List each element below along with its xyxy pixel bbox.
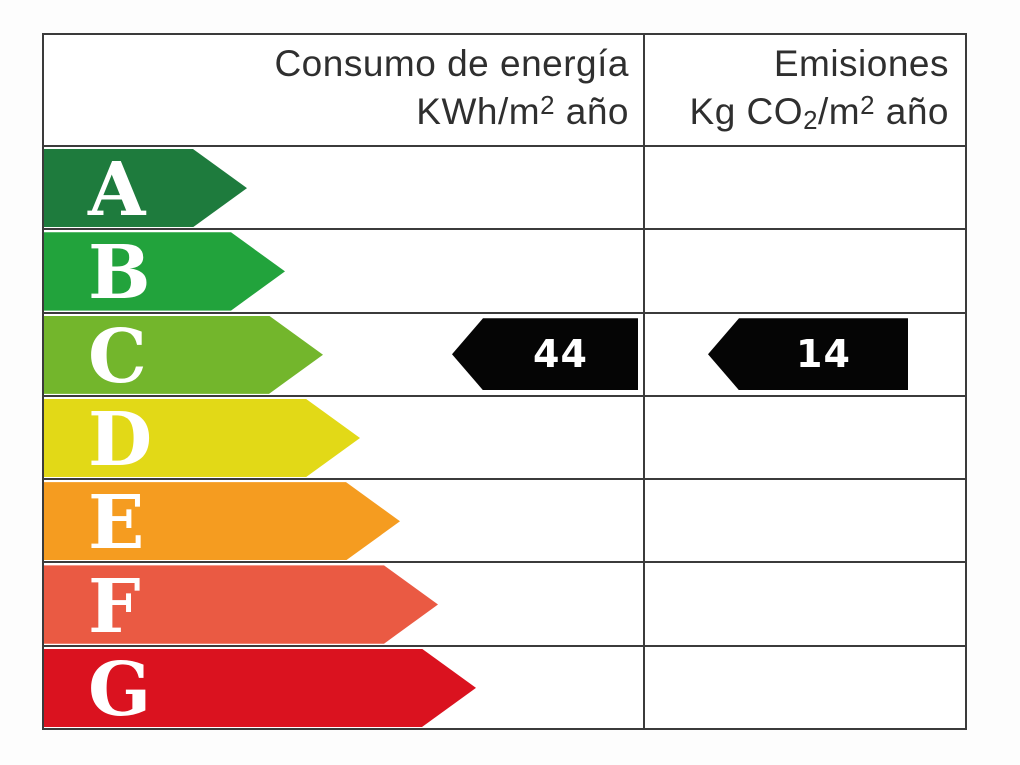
column-divider — [643, 35, 645, 728]
consumption-indicator-arrow: 44 — [452, 318, 638, 391]
rating-bar-b: B — [44, 232, 285, 310]
header-emissions-line1: Emisiones — [773, 43, 949, 84]
emissions-value: 14 — [796, 332, 851, 377]
header-emissions: Emisiones Kg CO2/m2 año — [643, 35, 965, 145]
rating-letter-c: C — [88, 313, 147, 400]
rating-row-f: F — [44, 561, 965, 644]
emissions-indicator-arrow: 14 — [708, 318, 908, 391]
rating-bar-g: G — [44, 649, 476, 727]
header-consumption-line2: KWh/m2 año — [416, 91, 629, 132]
superscript-2: 2 — [540, 92, 555, 121]
header-row: Consumo de energía KWh/m2 año Emisiones … — [44, 35, 965, 145]
rating-row-d: D — [44, 394, 965, 478]
rating-row-b: B — [44, 228, 965, 311]
energy-label-table: Consumo de energía KWh/m2 año Emisiones … — [42, 33, 967, 730]
rating-letter-g: G — [88, 646, 152, 733]
rating-letter-d: D — [88, 396, 153, 483]
rating-bar-a: A — [44, 149, 247, 227]
header-emissions-line2: Kg CO2/m2 año — [689, 91, 949, 135]
subscript-2: 2 — [803, 106, 818, 135]
rating-letter-b: B — [88, 230, 151, 317]
rating-row-g: G — [44, 644, 965, 728]
rating-rows: A B C 44 14 D — [44, 145, 965, 728]
rating-letter-a: A — [88, 147, 146, 234]
consumption-value: 44 — [533, 332, 588, 377]
rating-bar-f: F — [44, 565, 438, 643]
rating-bar-d: D — [44, 399, 360, 477]
rating-bar-e: E — [44, 482, 400, 560]
rating-row-a: A — [44, 145, 965, 228]
superscript-2: 2 — [860, 92, 875, 121]
rating-row-c: C 44 14 — [44, 311, 965, 395]
header-consumption-line1: Consumo de energía — [274, 43, 629, 84]
rating-bar-c: C — [44, 316, 323, 394]
rating-letter-f: F — [88, 563, 141, 650]
header-consumption: Consumo de energía KWh/m2 año — [44, 35, 643, 145]
rating-letter-e: E — [88, 480, 145, 567]
rating-row-e: E — [44, 478, 965, 561]
